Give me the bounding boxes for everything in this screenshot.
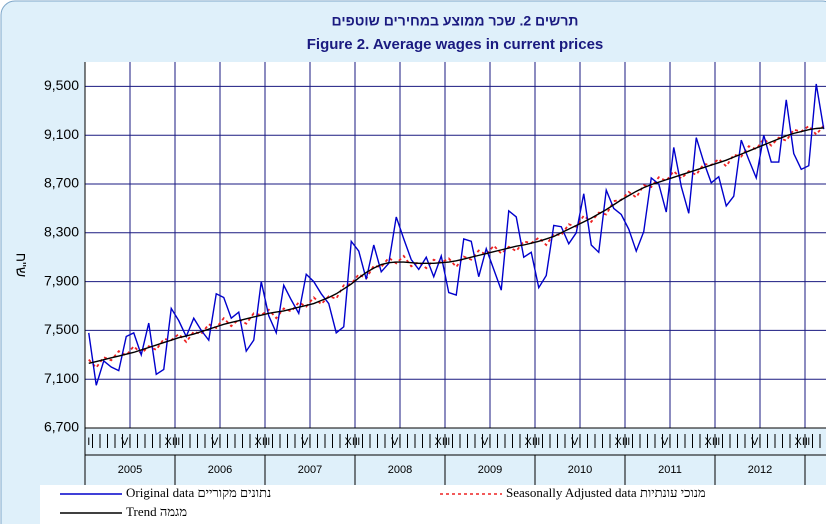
y-tick-label: 9,500 xyxy=(44,77,79,93)
x-tick-label: I xyxy=(807,436,810,448)
year-label: 2009 xyxy=(478,464,502,476)
y-tick-label: 9,100 xyxy=(44,126,79,142)
x-tick-label: VI xyxy=(661,436,671,448)
legend-label: Seasonally Adjusted data מנוכי עונתיות xyxy=(506,485,706,500)
legend-label: Original data נתונים מקוריים xyxy=(126,485,271,500)
y-tick-label: 7,900 xyxy=(44,272,79,288)
x-tick-label: VI xyxy=(211,436,221,448)
year-label: 2007 xyxy=(298,464,322,476)
chart-title: תרשים 2. שכר ממוצע במחירים שוטפים xyxy=(332,13,579,29)
x-tick-label: I xyxy=(717,436,720,448)
y-tick-label: 7,500 xyxy=(44,321,79,337)
y-tick-label: 7,100 xyxy=(44,370,79,386)
legend xyxy=(40,485,826,524)
x-tick-label: XII xyxy=(435,436,448,448)
year-label: 2010 xyxy=(568,464,592,476)
year-label: 2008 xyxy=(388,464,412,476)
x-tick-label: I xyxy=(87,436,90,448)
x-tick-label: VI xyxy=(481,436,491,448)
series-line xyxy=(88,127,824,365)
x-tick-label: VI xyxy=(121,436,131,448)
x-tick-label: XII xyxy=(615,436,628,448)
y-tick-label: 8,300 xyxy=(44,224,79,240)
year-label: 2005 xyxy=(118,464,142,476)
year-label: 2012 xyxy=(748,464,772,476)
y-tick-label: 6,700 xyxy=(44,419,79,435)
x-tick-label: XII xyxy=(165,436,178,448)
year-label: 2011 xyxy=(658,464,682,476)
x-tick-label: I xyxy=(627,436,630,448)
plot-area xyxy=(85,62,826,428)
x-tick-label: VI xyxy=(571,436,581,448)
x-tick-label: VI xyxy=(301,436,311,448)
x-tick-label: VI xyxy=(751,436,761,448)
x-tick-label: I xyxy=(447,436,450,448)
x-tick-label: XII xyxy=(525,436,538,448)
x-tick-label: I xyxy=(537,436,540,448)
x-tick-label: XII xyxy=(255,436,268,448)
legend-label: Trend מגמה xyxy=(126,504,187,519)
y-tick-label: 8,700 xyxy=(44,175,79,191)
x-tick-label: XII xyxy=(345,436,358,448)
chart-subtitle: Figure 2. Average wages in current price… xyxy=(307,36,604,53)
x-tick-label: I xyxy=(177,436,180,448)
x-tick-label: XII xyxy=(795,436,808,448)
x-tick-label: VI xyxy=(391,436,401,448)
y-axis-label: ש"ח xyxy=(13,253,29,277)
x-tick-label: I xyxy=(357,436,360,448)
series-line xyxy=(88,83,825,386)
x-tick-label: I xyxy=(267,436,270,448)
year-label: 2006 xyxy=(208,464,232,476)
x-tick-label: XII xyxy=(705,436,718,448)
